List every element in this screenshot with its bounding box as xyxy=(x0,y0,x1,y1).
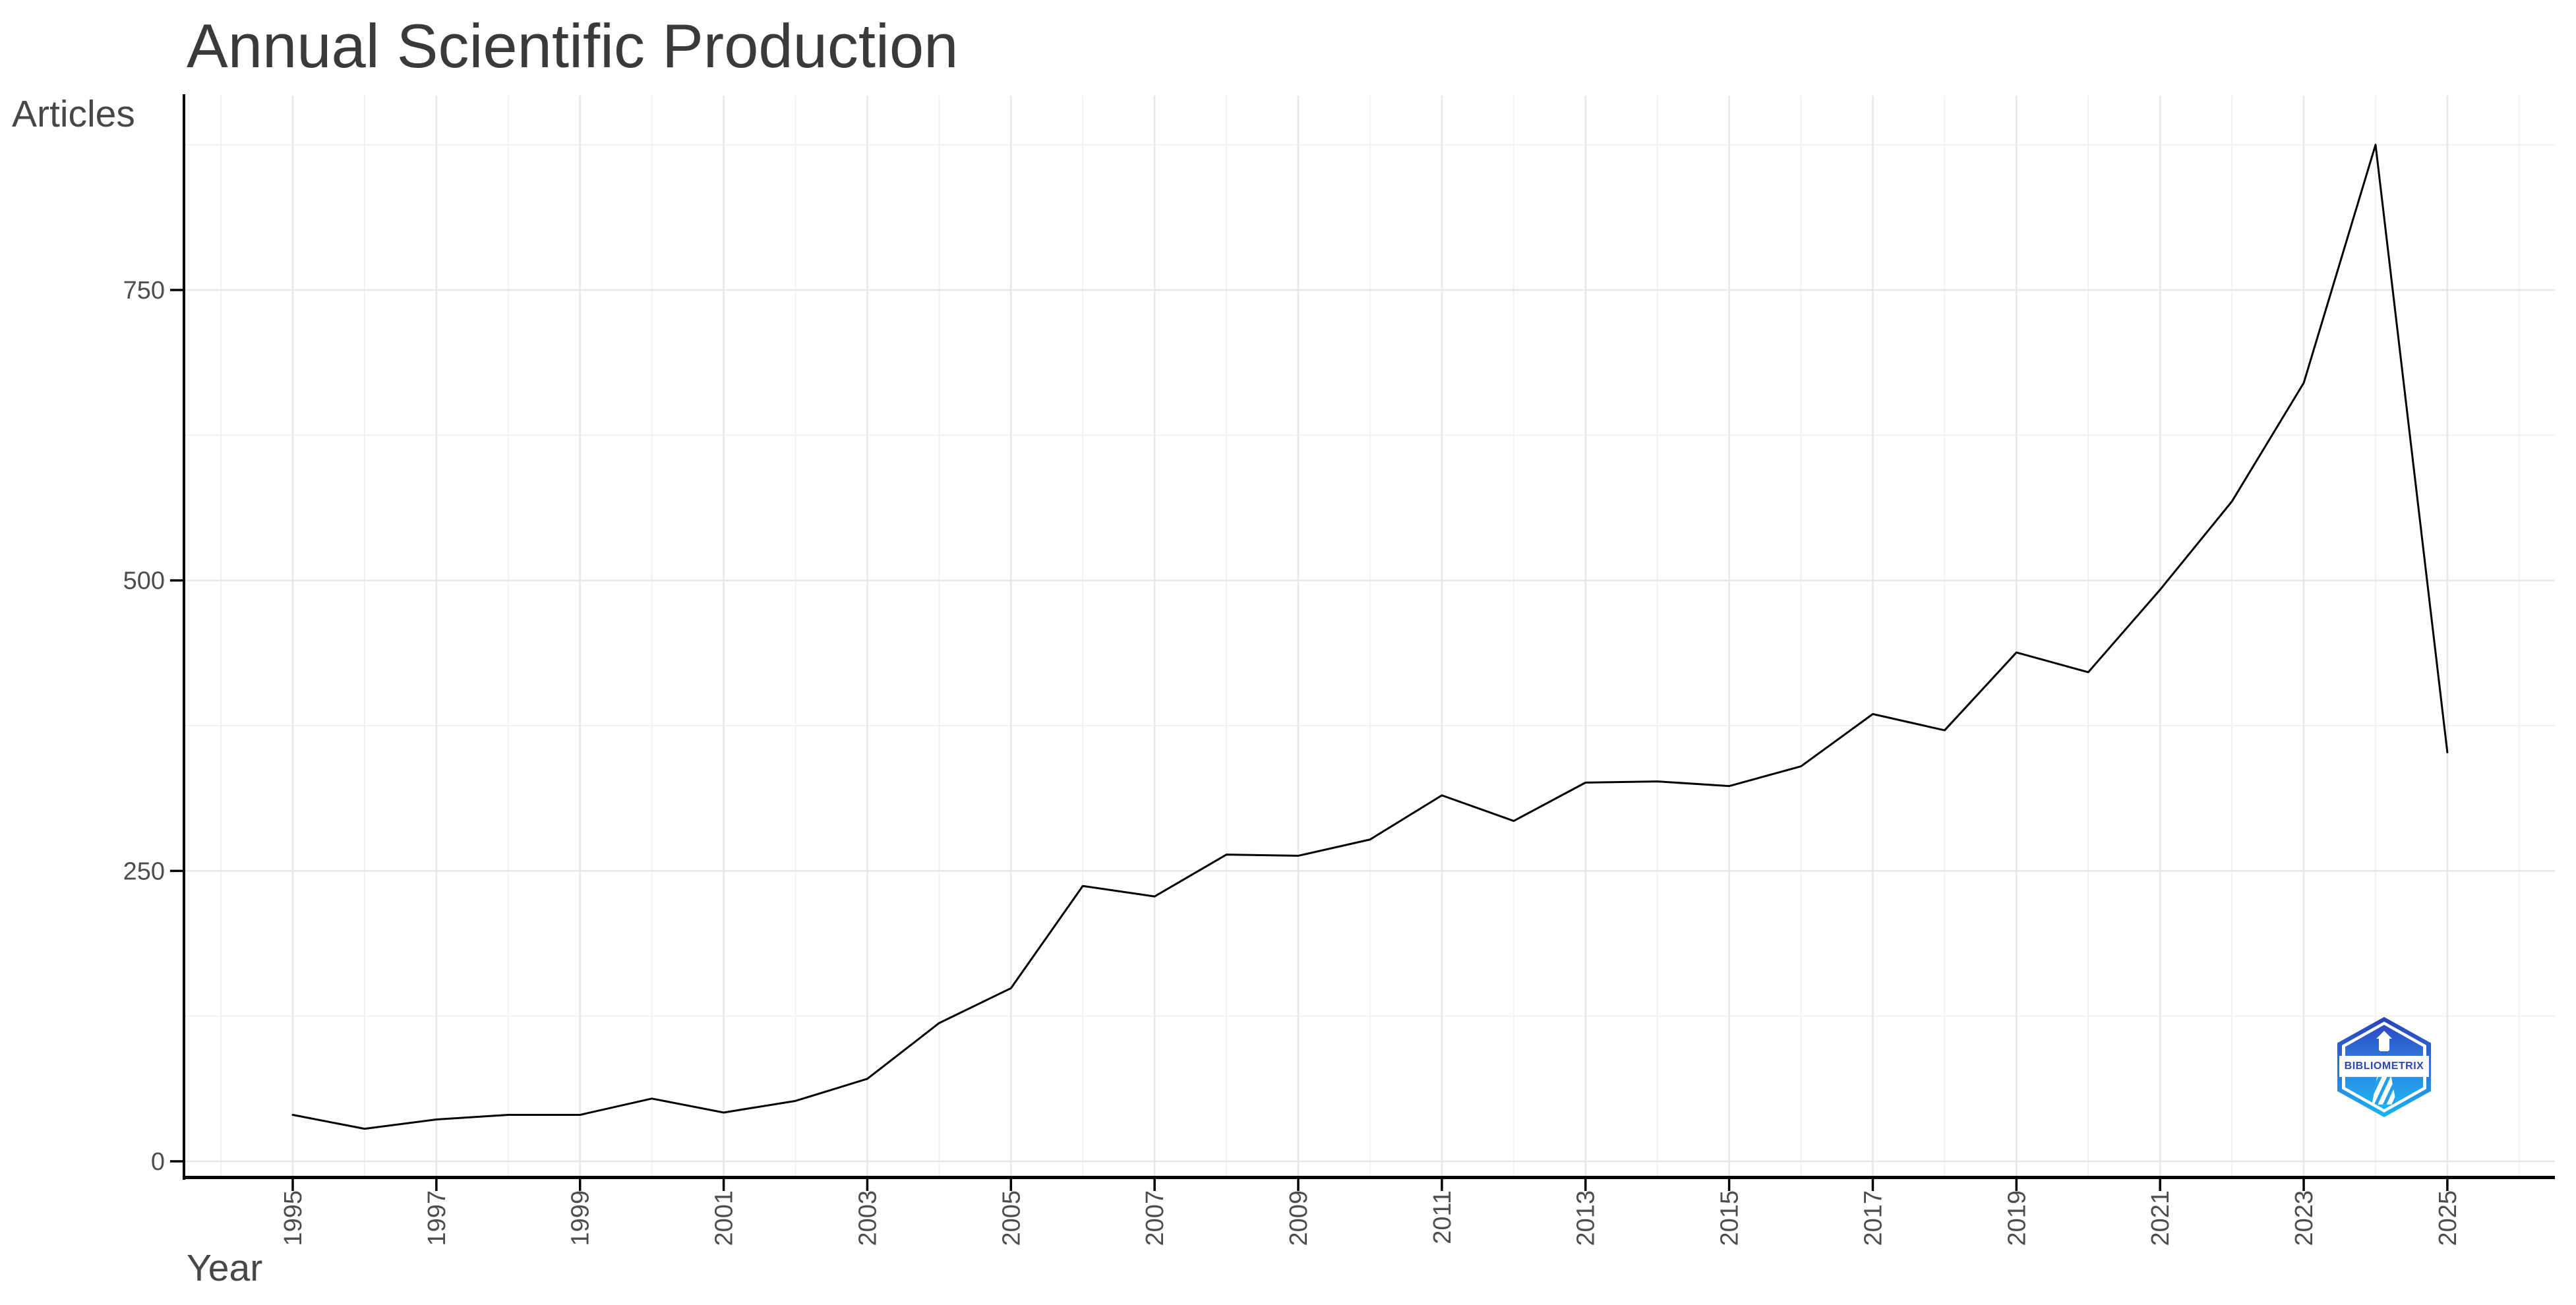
y-axis-line xyxy=(183,94,185,1180)
lighthouse-tower-icon xyxy=(2372,1075,2397,1105)
x-tick-label: 2005 xyxy=(998,1190,1025,1246)
chart-title: Annual Scientific Production xyxy=(187,11,959,80)
x-tick-label: 1997 xyxy=(423,1190,451,1246)
x-tick-label: 2009 xyxy=(1285,1190,1313,1246)
x-tick-label: 2021 xyxy=(2147,1190,2174,1246)
x-axis-line xyxy=(183,1176,2555,1179)
x-tick-label: 1999 xyxy=(567,1190,595,1246)
x-tick-label: 2019 xyxy=(2003,1190,2031,1246)
bibliometrix-logo: BIBLIOMETRIX xyxy=(2337,1017,2431,1117)
articles-line-series xyxy=(291,144,2449,1130)
x-tick-label: 2025 xyxy=(2434,1190,2462,1246)
x-tick-label: 2001 xyxy=(711,1190,738,1246)
y-tick-label: 750 xyxy=(123,277,165,304)
y-axis-title: Articles xyxy=(12,93,135,135)
x-tick-label: 2017 xyxy=(1859,1190,1887,1246)
logo-band: BIBLIOMETRIX xyxy=(2339,1056,2430,1078)
x-axis-title: Year xyxy=(187,1247,263,1289)
lighthouse-stripes xyxy=(2372,1075,2397,1105)
y-tick-label: 500 xyxy=(123,567,165,595)
x-tick-label: 2015 xyxy=(1716,1190,1744,1246)
y-tick-label: 250 xyxy=(123,857,165,885)
logo-text: BIBLIOMETRIX xyxy=(2344,1060,2424,1072)
x-tick-label: 2011 xyxy=(1429,1190,1456,1244)
x-tick-label: 2023 xyxy=(2291,1190,2318,1246)
lighthouse-beacon-icon xyxy=(2379,1036,2389,1051)
x-tick-label: 1995 xyxy=(280,1190,307,1246)
x-tick-label: 2003 xyxy=(854,1190,882,1246)
x-tick-label: 2013 xyxy=(1573,1190,1600,1246)
x-tick-label: 2007 xyxy=(1141,1190,1169,1246)
y-tick-label: 0 xyxy=(151,1148,165,1176)
